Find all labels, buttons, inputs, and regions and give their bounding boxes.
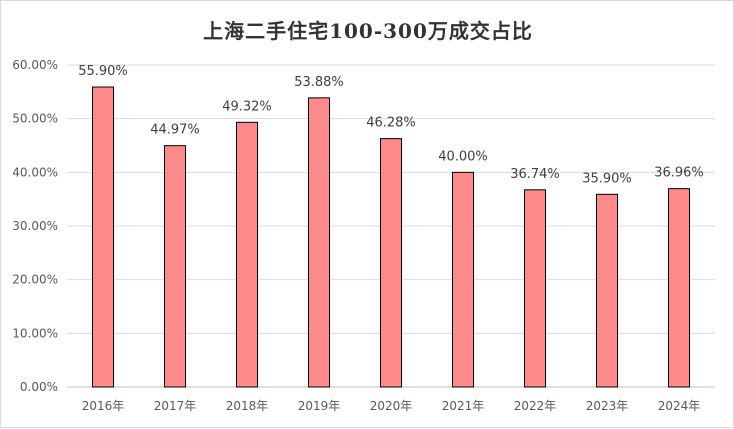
x-tick-label: 2021年	[442, 399, 485, 413]
data-label: 49.32%	[222, 99, 272, 114]
x-tick-label: 2017年	[154, 399, 197, 413]
data-label: 53.88%	[294, 75, 344, 90]
y-tick-label: 10.00%	[12, 326, 58, 340]
chart-title: 上海二手住宅100-300万成交占比	[203, 19, 533, 43]
x-tick-label: 2023年	[586, 399, 629, 413]
y-tick-label: 60.00%	[12, 58, 58, 72]
bar	[596, 193, 618, 388]
bar	[236, 121, 258, 388]
bar	[308, 97, 330, 388]
x-tick-label: 2018年	[226, 399, 269, 413]
bar	[524, 189, 546, 388]
y-tick-label: 0.00%	[20, 380, 58, 394]
data-label: 40.00%	[438, 149, 488, 164]
data-label: 46.28%	[366, 116, 416, 131]
y-tick-label: 50.00%	[12, 112, 58, 126]
data-label: 55.90%	[78, 64, 128, 79]
bar	[380, 138, 402, 388]
bar	[452, 171, 474, 388]
x-tick-label: 2022年	[514, 399, 557, 413]
x-tick-label: 2024年	[658, 399, 701, 413]
bar	[668, 188, 690, 388]
data-label: 36.96%	[654, 166, 704, 181]
data-label: 35.90%	[582, 171, 632, 186]
bar	[92, 86, 114, 388]
data-label: 44.97%	[150, 123, 200, 138]
x-tick-label: 2020年	[370, 399, 413, 413]
bar	[164, 145, 186, 388]
y-tick-label: 30.00%	[12, 219, 58, 233]
y-tick-label: 40.00%	[12, 165, 58, 179]
x-tick-label: 2019年	[298, 399, 341, 413]
y-tick-label: 20.00%	[12, 273, 58, 287]
data-label: 36.74%	[510, 167, 560, 182]
x-tick-label: 2016年	[82, 399, 125, 413]
